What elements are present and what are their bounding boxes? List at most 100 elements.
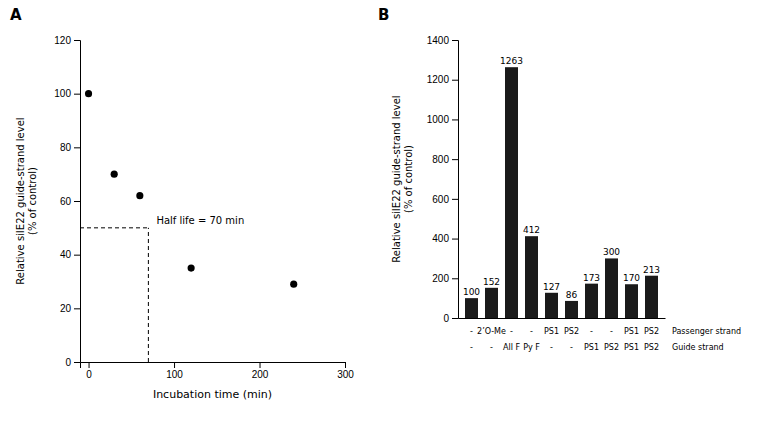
axis [459, 318, 666, 319]
data-label: 127 [543, 282, 560, 292]
axis-line [81, 363, 346, 369]
tick-mark [74, 362, 80, 363]
tick-label: 400 [432, 233, 449, 244]
tick: 1200 [427, 74, 458, 85]
tick: 120 [54, 35, 80, 46]
category-label: 2’O-Me [477, 327, 506, 336]
tick: 60 [60, 196, 80, 207]
point [290, 281, 297, 288]
tick: 80 [60, 142, 80, 153]
category-label: PS2 [644, 327, 659, 336]
tick: 200 [252, 362, 269, 380]
tick-mark [452, 318, 458, 319]
tick-mark [452, 159, 458, 160]
category-label: - [550, 343, 553, 352]
half-life-line [80, 227, 148, 228]
tick: 200 [432, 273, 458, 284]
tick-mark [74, 308, 80, 309]
text-line: Relative siIE22 guide-strand level [15, 117, 26, 284]
title: A [10, 6, 22, 24]
plot-area [80, 90, 297, 362]
tick: 600 [432, 194, 458, 205]
tick-label: 100 [54, 88, 71, 99]
tick: 400 [432, 233, 458, 244]
tick: 0 [443, 313, 458, 324]
y-axis-label: Relative siIE22 guide-strand level(% of … [391, 95, 414, 262]
bar [565, 301, 578, 318]
category-label: - [470, 327, 473, 336]
data-label: 173 [583, 273, 600, 283]
category-label: Py F [523, 343, 540, 352]
y-axis-label: Relative siIE22 guide-strand level(% of … [15, 117, 38, 284]
plot-area [465, 67, 658, 318]
bar [545, 293, 558, 318]
tick-mark [74, 94, 80, 95]
tick-mark [452, 239, 458, 240]
tick: 20 [60, 303, 80, 314]
category-label: - [470, 343, 473, 352]
panel: A0100200300020406080100120Incubation tim… [10, 6, 354, 401]
tick-label: 1000 [427, 114, 450, 125]
category-label: - [610, 327, 613, 336]
axis-line [459, 318, 666, 319]
tick: 100 [54, 88, 80, 99]
tick-label: 800 [432, 154, 449, 165]
tick: 100 [166, 362, 183, 380]
bar [645, 276, 658, 318]
tick-label: 600 [432, 194, 449, 205]
tick-mark [74, 40, 80, 41]
tick-label: 200 [432, 273, 449, 284]
tick-label: 40 [60, 249, 72, 260]
category-row-title: Guide strand [672, 343, 724, 352]
data-label: 86 [566, 290, 578, 300]
category-row-title: Passenger strand [672, 327, 741, 336]
category-label: PS2 [604, 343, 619, 352]
tick-label: 1400 [427, 35, 450, 46]
bar [505, 67, 518, 318]
axis: 0 200 400 600 800 1000 1200 1400 [427, 35, 459, 324]
axis-line [74, 41, 81, 363]
tick-mark [452, 119, 458, 120]
tick: 40 [60, 249, 80, 260]
category-label: - [510, 327, 513, 336]
axis: 0 20 40 60 80 100 120 [54, 35, 80, 368]
tick-mark [452, 278, 458, 279]
bar [525, 236, 538, 318]
tick-mark [174, 362, 175, 368]
tick-mark [74, 201, 80, 202]
category-label: - [590, 327, 593, 336]
category-label: PS2 [644, 343, 659, 352]
data-label: 1263 [500, 56, 523, 66]
tick-label: 80 [60, 142, 72, 153]
tick-mark [452, 80, 458, 81]
category-label: - [490, 343, 493, 352]
text-line: (% of control) [403, 145, 414, 213]
tick: 300 [337, 362, 354, 380]
category-label: PS2 [564, 327, 579, 336]
data-label: 300 [603, 247, 620, 257]
tick-mark [260, 362, 261, 368]
tick-label: 0 [65, 357, 71, 368]
tick-mark [89, 362, 90, 368]
figure: A0100200300020406080100120Incubation tim… [0, 0, 778, 422]
category-label: PS1 [624, 327, 639, 336]
tick: 0 [86, 362, 92, 380]
data-label: 100 [463, 287, 480, 297]
bar [485, 288, 498, 318]
tick-mark [345, 362, 346, 368]
tick-mark [452, 199, 458, 200]
tick-mark [452, 40, 458, 41]
title: B [378, 6, 389, 24]
data-label: 152 [483, 277, 500, 287]
data-label: 412 [523, 225, 540, 235]
tick: 0 [65, 357, 80, 368]
bar [465, 298, 478, 318]
category-label: PS1 [624, 343, 639, 352]
bar [625, 284, 638, 318]
tick-label: 1200 [427, 74, 450, 85]
category-label: - [530, 327, 533, 336]
point [136, 192, 143, 199]
tick-mark [74, 255, 80, 256]
panel: B 0 200 400 600 800 1000 1200 1400 Relative siIE2… [378, 6, 741, 352]
bar [585, 284, 598, 318]
